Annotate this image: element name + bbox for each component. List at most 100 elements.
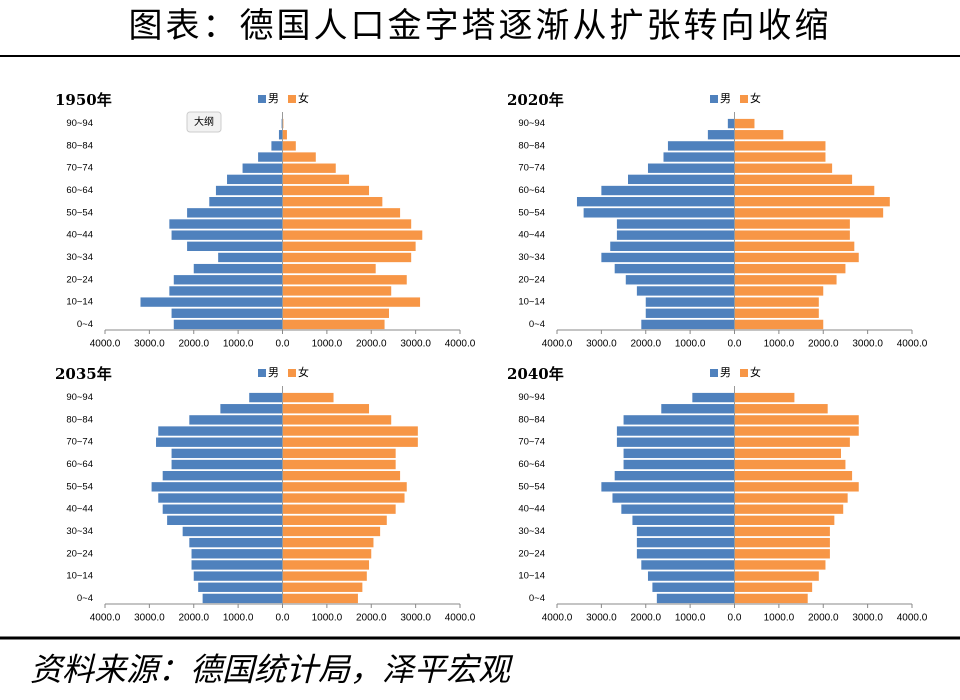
bar xyxy=(171,448,283,459)
bar xyxy=(215,185,283,196)
bar xyxy=(647,571,735,581)
bar xyxy=(641,319,735,330)
bar xyxy=(734,130,784,140)
bar xyxy=(278,130,283,140)
bar xyxy=(734,252,859,263)
bar xyxy=(282,404,370,414)
bar xyxy=(282,130,287,140)
bar xyxy=(282,560,370,570)
chart-title: 2035年 xyxy=(55,365,112,383)
bar xyxy=(158,493,283,503)
bar xyxy=(282,593,358,604)
x-tick-label: 4000.0 xyxy=(90,613,121,624)
bar xyxy=(282,286,392,296)
chart-title: 2020年 xyxy=(507,91,564,109)
bar xyxy=(173,275,283,285)
bar xyxy=(734,493,848,503)
bar xyxy=(198,582,283,592)
y-tick-label: 30~34 xyxy=(66,526,93,537)
bar xyxy=(171,230,283,240)
bar xyxy=(601,185,735,196)
y-tick-label: 60~64 xyxy=(66,459,93,470)
legend-label: 男 xyxy=(268,366,279,379)
bar xyxy=(249,392,283,403)
bar xyxy=(271,141,283,151)
x-tick-label: 4000.0 xyxy=(542,339,573,350)
bar xyxy=(734,196,890,207)
bar xyxy=(169,286,283,296)
bar xyxy=(220,404,283,414)
bar xyxy=(734,174,853,185)
x-tick-label: 3000.0 xyxy=(400,613,431,624)
x-tick-label: 2000.0 xyxy=(356,339,387,350)
bar xyxy=(734,219,850,229)
bar xyxy=(282,415,392,425)
page-title: 图表：德国人口金字塔逐渐从扩张转向收缩 xyxy=(129,6,832,46)
bar xyxy=(727,118,735,129)
bar xyxy=(636,526,735,537)
y-tick-label: 30~34 xyxy=(518,526,545,537)
y-tick-label: 20~24 xyxy=(66,548,93,559)
y-tick-label: 70~74 xyxy=(518,163,545,174)
bar xyxy=(616,219,735,229)
bar xyxy=(616,426,735,436)
bar xyxy=(282,549,372,559)
x-tick-label: 1000.0 xyxy=(764,339,795,350)
y-tick-label: 0~4 xyxy=(77,593,93,604)
y-tick-label: 70~74 xyxy=(518,437,545,448)
bar xyxy=(734,297,819,307)
bar xyxy=(692,392,735,403)
bar xyxy=(734,537,830,548)
y-tick-label: 90~94 xyxy=(66,118,93,129)
legend-swatch xyxy=(288,95,296,103)
legend-label: 女 xyxy=(298,365,309,379)
bar xyxy=(734,141,826,151)
bar xyxy=(734,560,826,570)
bar xyxy=(734,504,844,514)
chart-title: 2040年 xyxy=(507,365,564,383)
bar xyxy=(734,526,830,537)
x-tick-label: 1000.0 xyxy=(675,339,706,350)
bar xyxy=(734,437,850,447)
bar xyxy=(734,459,846,470)
x-tick-label: 1000.0 xyxy=(312,339,343,350)
legend-swatch xyxy=(710,95,718,103)
bar xyxy=(282,470,401,481)
y-tick-label: 10~14 xyxy=(518,571,545,582)
y-tick-label: 90~94 xyxy=(66,392,93,403)
x-tick-label: 4000.0 xyxy=(445,613,476,624)
legend-swatch xyxy=(710,369,718,377)
bar xyxy=(734,392,795,403)
bar xyxy=(282,241,416,252)
bar xyxy=(282,392,334,403)
legend-swatch xyxy=(288,369,296,377)
y-tick-label: 0~4 xyxy=(529,319,545,330)
bar xyxy=(734,515,835,526)
bar xyxy=(734,152,826,162)
bar xyxy=(625,275,735,285)
bar xyxy=(171,308,283,318)
y-tick-label: 50~54 xyxy=(66,481,93,492)
bar xyxy=(282,308,389,318)
bar xyxy=(282,426,418,436)
x-tick-label: 2000.0 xyxy=(630,613,661,624)
y-tick-label: 10~14 xyxy=(518,297,545,308)
x-tick-label: 1000.0 xyxy=(312,613,343,624)
bar xyxy=(191,549,283,559)
x-tick-label: 4000.0 xyxy=(897,339,928,350)
bar xyxy=(656,593,735,604)
bar xyxy=(734,470,853,481)
bar xyxy=(652,582,735,592)
legend-label: 女 xyxy=(298,91,309,105)
legend-label: 男 xyxy=(720,366,731,379)
x-tick-label: 2000.0 xyxy=(178,613,209,624)
bar xyxy=(282,141,296,151)
y-tick-label: 40~44 xyxy=(518,504,545,515)
bar xyxy=(193,571,283,581)
bar xyxy=(189,537,283,548)
x-tick-label: 3000.0 xyxy=(586,613,617,624)
x-tick-label: 2000.0 xyxy=(808,613,839,624)
bar xyxy=(282,163,336,173)
y-tick-label: 40~44 xyxy=(66,230,93,241)
legend-swatch xyxy=(740,95,748,103)
